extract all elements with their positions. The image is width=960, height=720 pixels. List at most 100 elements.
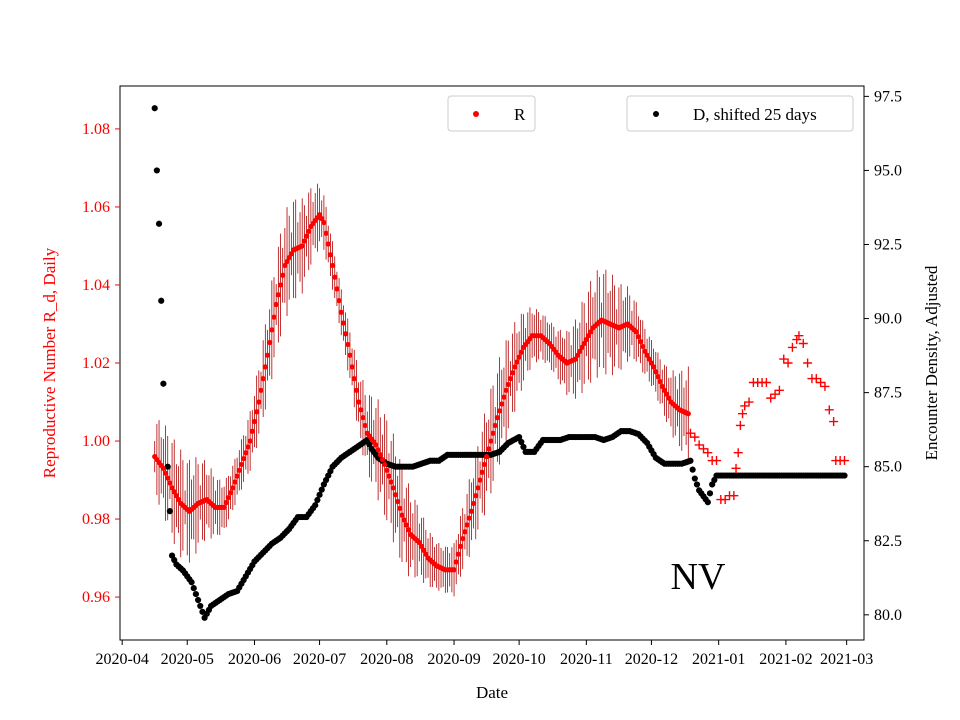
r-point (403, 522, 409, 528)
d-point (194, 596, 202, 604)
r-projected-point (690, 432, 700, 442)
d-point (155, 220, 163, 227)
x-tick-label: 2020-04 (96, 651, 149, 668)
d-point (197, 602, 204, 610)
r-point (340, 320, 347, 326)
legend-r-label: R (514, 105, 526, 124)
r-point (423, 551, 429, 557)
y-right-tick-label: 92.5 (874, 236, 902, 253)
r-point (516, 354, 522, 360)
r-point (637, 338, 644, 345)
r-point (338, 309, 344, 315)
r-point (479, 469, 485, 475)
r-point (221, 504, 227, 510)
r-projected-point (766, 393, 776, 403)
r-point (301, 238, 307, 244)
r-point (490, 430, 496, 436)
r-point (316, 212, 323, 218)
r-point (306, 228, 312, 234)
x-tick-label: 2021-03 (820, 651, 873, 668)
r-point (475, 485, 481, 491)
r-projected-point (720, 495, 730, 505)
r-point (510, 370, 516, 376)
r-projected-point (811, 374, 821, 384)
r-point (505, 381, 511, 388)
r-point (375, 447, 381, 453)
r-point (395, 498, 401, 505)
r-point (575, 352, 581, 358)
r-point (633, 329, 639, 335)
r-projected-point (820, 381, 830, 391)
r-point (241, 455, 247, 462)
r-point (462, 529, 468, 535)
d-point (841, 472, 848, 479)
d-point (188, 579, 195, 586)
r-projected-point (698, 444, 708, 454)
r-point (664, 391, 670, 397)
r-point (453, 559, 459, 565)
r-point (260, 376, 266, 382)
d-point (520, 443, 527, 451)
r-point (258, 387, 264, 393)
r-point (416, 539, 422, 546)
d-point (516, 433, 523, 441)
r-point (286, 255, 292, 261)
legend-d-label: D, shifted 25 days (693, 105, 817, 124)
r-point (388, 479, 394, 485)
r-point (477, 477, 483, 483)
r-projected-point (731, 463, 741, 473)
r-projected-point (794, 331, 804, 341)
r-point (234, 473, 240, 479)
r-point (167, 480, 173, 486)
r-point (277, 282, 284, 288)
r-point (648, 360, 655, 366)
r-point (273, 301, 279, 308)
d-point (689, 466, 696, 473)
r-point (588, 329, 594, 335)
y-left-tick-label: 0.96 (82, 589, 110, 606)
r-point (321, 219, 327, 226)
r-point (254, 409, 260, 415)
r-point (225, 494, 232, 501)
r-point (271, 314, 277, 320)
r-point (230, 485, 236, 491)
d-point (166, 508, 173, 515)
r-point (579, 344, 585, 350)
r-point (650, 364, 657, 370)
r-point (386, 473, 392, 479)
r-projected-point (816, 378, 826, 388)
r-point (228, 490, 234, 496)
r-point (247, 438, 253, 444)
r-projected-point (735, 420, 745, 430)
y-left-tick-label: 1.08 (82, 121, 110, 138)
y-right-tick-label: 85.0 (874, 459, 902, 476)
d-point (192, 590, 200, 598)
r-point (421, 547, 427, 553)
x-axis-title: Date (476, 683, 508, 702)
y-right-tick-label: 90.0 (874, 311, 902, 328)
r-point (319, 216, 325, 222)
y-left-tick-label: 1.00 (82, 433, 110, 450)
r-point (494, 415, 501, 421)
d-point (314, 496, 321, 504)
r-point (280, 272, 286, 278)
r-point (583, 336, 589, 343)
r-point (496, 408, 503, 414)
r-point (503, 387, 509, 393)
r-point (512, 364, 518, 370)
d-point (158, 297, 165, 304)
r-point (382, 461, 388, 468)
r-point (468, 508, 474, 514)
r-point (223, 499, 229, 506)
r-point (345, 341, 351, 348)
r-projected-point (783, 358, 793, 368)
y-left-tick-label: 1.06 (82, 199, 110, 216)
r-projected-point (770, 389, 780, 399)
r-point (264, 352, 271, 358)
d-point (160, 380, 167, 387)
d-point (318, 486, 325, 493)
x-tick-label: 2021-02 (759, 651, 812, 668)
x-tick-label: 2020-12 (625, 651, 678, 668)
y-right-tick-label: 95.0 (874, 162, 902, 179)
r-point (347, 352, 353, 358)
